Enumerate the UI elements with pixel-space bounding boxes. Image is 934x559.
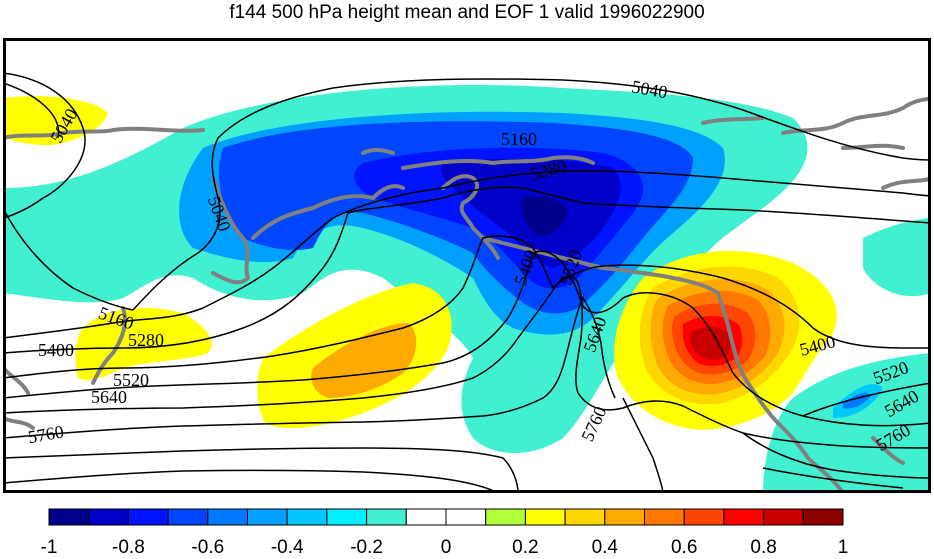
- colorbar-box: [127, 508, 169, 526]
- colorbar-box: [48, 508, 90, 526]
- colorbar-box: [763, 508, 804, 526]
- colorbar-box: [247, 508, 288, 526]
- colorbar-box: [564, 508, 606, 526]
- shade-pos-c-0.4: [311, 323, 417, 398]
- colorbar-box: [326, 508, 368, 526]
- colorbar-tick-label: 0.2: [512, 537, 539, 558]
- colorbar-tick-label: -1: [40, 537, 58, 558]
- map-panel: 5040 5040 5040 5160 5160 5280 5280 5400 …: [3, 38, 931, 493]
- colorbar-box: [405, 508, 447, 526]
- contour-label: 5160: [501, 129, 537, 149]
- colorbar-box: [286, 508, 328, 526]
- coastlines: [3, 96, 931, 493]
- colorbar-box: [802, 508, 844, 526]
- height-contours: [3, 72, 931, 493]
- map-title: f144 500 hPa height mean and EOF 1 valid…: [229, 2, 705, 23]
- shade-neg-1: [521, 196, 568, 237]
- colorbar-box: [683, 508, 725, 526]
- colorbar: [48, 508, 844, 526]
- eof-map: 5040 5040 5040 5160 5160 5280 5280 5400 …: [3, 38, 931, 493]
- colorbar-box: [644, 508, 685, 526]
- colorbar-tick-label: 1: [837, 537, 849, 558]
- colorbar-tick-label: -0.4: [270, 537, 304, 558]
- shade-neg-0.2-east: [863, 218, 931, 297]
- contour-label: 5640: [91, 387, 127, 407]
- colorbar-box: [723, 508, 765, 526]
- colorbar-tick-label: -0.6: [191, 537, 225, 558]
- colorbar-tick-label: -0.2: [350, 537, 383, 558]
- colorbar-tick-label: 0: [440, 537, 452, 558]
- colorbar-box: [485, 508, 526, 526]
- contour-label: 5280: [128, 330, 164, 350]
- colorbar-tick-label: 0.6: [670, 537, 698, 558]
- contour-label: 5520: [113, 370, 149, 390]
- map-border: [3, 38, 931, 493]
- colorbar-box: [207, 508, 249, 526]
- colorbar-box: [167, 508, 209, 526]
- colorbar-tick-label: -0.8: [112, 537, 145, 558]
- colorbar-box: [524, 508, 566, 526]
- shade-pos-w: [75, 308, 212, 380]
- shade-pos-e-0.9: [690, 326, 731, 361]
- colorbar-box: [604, 508, 645, 526]
- colorbar-box: [445, 508, 487, 526]
- colorbar-box: [88, 508, 129, 526]
- contour-label: 5400: [38, 340, 74, 360]
- colorbar-box: [366, 508, 407, 526]
- colorbar-tick-label: 0.4: [591, 537, 619, 558]
- colorbar-tick-label: 0.8: [750, 537, 777, 558]
